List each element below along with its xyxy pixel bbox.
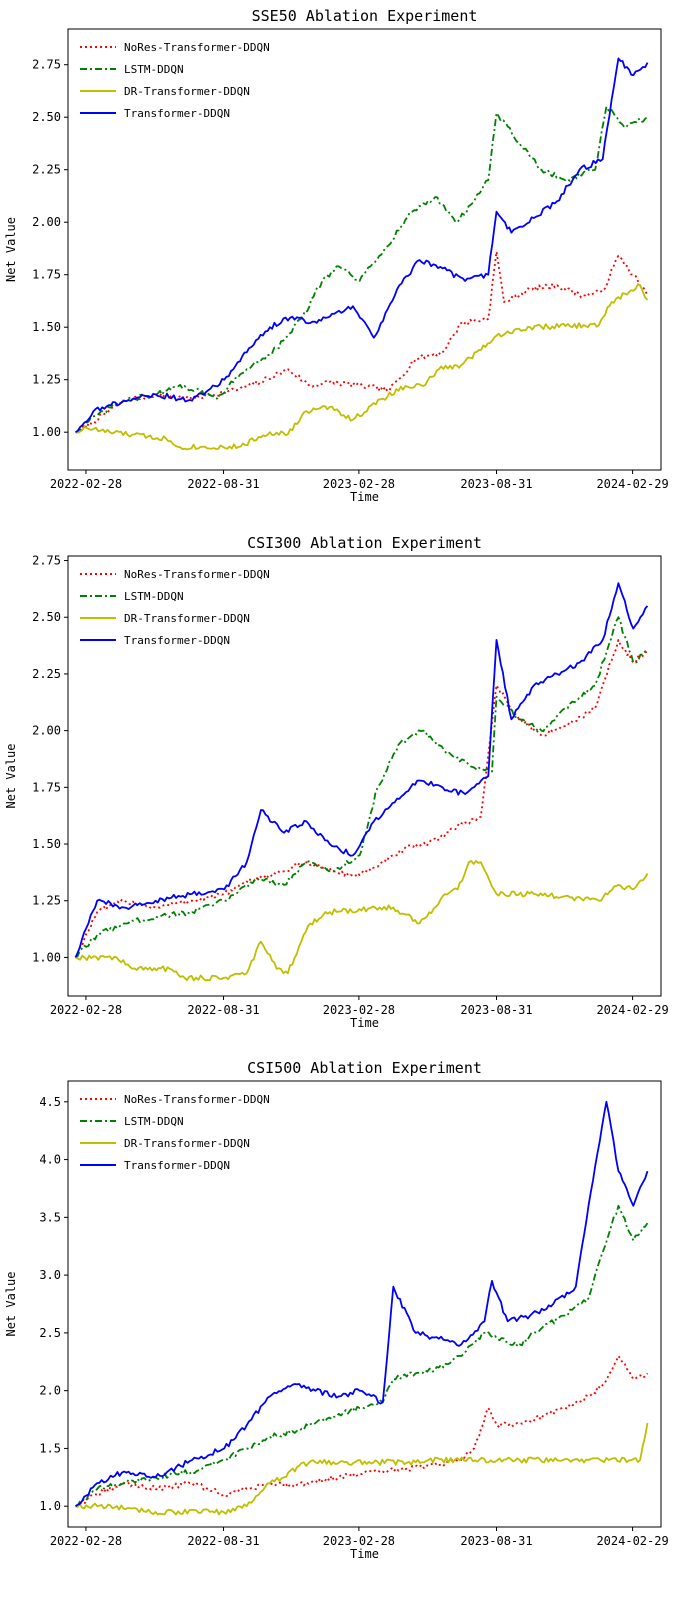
y-tick-label: 1.00: [32, 950, 61, 964]
y-tick-label: 2.25: [32, 667, 61, 681]
y-tick-label: 1.5: [39, 1441, 61, 1455]
x-tick-label: 2023-02-28: [323, 477, 395, 491]
legend-label: NoRes-Transformer-DDQN: [124, 1093, 270, 1106]
plot-frame: [67, 1080, 662, 1528]
chart-panel-2: CSI300 Ablation Experiment 1.00 1.25 1.50 1.…: [4, 534, 669, 1030]
series-line-2: [75, 616, 648, 959]
legend-label: DR-Transformer-DDQN: [124, 85, 250, 98]
legend: NoRes-Transformer-DDQN LSTM-DDQN DR-Transf…: [80, 568, 270, 647]
plot-frame: [67, 28, 662, 471]
y-tick-label: 1.25: [32, 373, 61, 387]
x-tick-label: 2022-02-28: [50, 1003, 122, 1017]
y-tick-label: 2.50: [32, 110, 61, 124]
x-tick-label: 2022-08-31: [187, 477, 259, 491]
legend-label: Transformer-DDQN: [124, 634, 230, 647]
series-line-1: [75, 1355, 649, 1508]
y-tick-label: 3.0: [39, 1268, 61, 1282]
y-tick-label: 2.75: [32, 554, 61, 568]
y-tick-label: 2.00: [32, 724, 61, 738]
y-axis-label: Net Value: [4, 743, 18, 808]
y-tick-label: 1.00: [32, 425, 61, 439]
series-lines: [75, 57, 649, 451]
x-tick-label: 2023-08-31: [460, 477, 532, 491]
x-axis-label: Time: [350, 1016, 379, 1030]
y-tick-label: 2.00: [32, 215, 61, 229]
series-line-2: [75, 105, 648, 434]
y-tick-label: 2.50: [32, 610, 61, 624]
series-line-3: [75, 1422, 649, 1516]
y-tick-label: 1.75: [32, 268, 61, 282]
series-line-2: [75, 1204, 649, 1508]
series-lines: [75, 1100, 649, 1516]
y-tick-label: 2.75: [32, 58, 61, 72]
x-tick-label: 2023-08-31: [460, 1534, 532, 1548]
legend-label: Transformer-DDQN: [124, 1159, 230, 1172]
y-tick-label: 4.0: [39, 1153, 61, 1167]
x-tick-label: 2023-02-28: [323, 1003, 395, 1017]
y-axis-label: Net Value: [4, 1271, 18, 1336]
x-tick-label: 2024-02-29: [596, 1534, 668, 1548]
chart-panel-3: CSI500 Ablation Experiment 1.0 1.5 2.0 2.5 3.…: [4, 1059, 669, 1561]
y-tick-label: 2.0: [39, 1384, 61, 1398]
y-tick-label: 1.0: [39, 1499, 61, 1513]
series-line-3: [75, 283, 649, 451]
legend-label: LSTM-DDQN: [124, 63, 184, 76]
x-axis-label: Time: [350, 490, 379, 504]
legend-label: DR-Transformer-DDQN: [124, 1137, 250, 1150]
chart-panel-1: SSE50 Ablation Experiment 1.00 1.25 1.50 1.7…: [4, 7, 669, 504]
chart-title: SSE50 Ablation Experiment: [252, 7, 478, 25]
legend-label: LSTM-DDQN: [124, 590, 184, 603]
legend-label: DR-Transformer-DDQN: [124, 612, 250, 625]
legend-label: NoRes-Transformer-DDQN: [124, 568, 270, 581]
x-tick-label: 2022-02-28: [50, 1534, 122, 1548]
y-axis-label: Net Value: [4, 217, 18, 282]
legend: NoRes-Transformer-DDQN LSTM-DDQN DR-Transf…: [80, 41, 270, 120]
x-tick-label: 2022-02-28: [50, 477, 122, 491]
legend-label: LSTM-DDQN: [124, 1115, 184, 1128]
x-tick-label: 2024-02-29: [596, 1003, 668, 1017]
x-tick-label: 2022-08-31: [187, 1534, 259, 1548]
legend-label: Transformer-DDQN: [124, 107, 230, 120]
x-tick-label: 2024-02-29: [596, 477, 668, 491]
x-tick-label: 2023-08-31: [460, 1003, 532, 1017]
x-axis-label: Time: [350, 1547, 379, 1561]
y-tick-label: 3.5: [39, 1210, 61, 1224]
y-tick-label: 1.50: [32, 320, 61, 334]
series-line-1: [74, 639, 648, 958]
y-tick-label: 1.75: [32, 780, 61, 794]
series-line-4: [74, 582, 649, 958]
plot-frame: [67, 555, 662, 997]
series-line-4: [75, 57, 649, 433]
series-line-4: [75, 1100, 649, 1507]
y-tick-label: 1.50: [32, 837, 61, 851]
chart-title: CSI300 Ablation Experiment: [247, 534, 482, 552]
series-line-3: [75, 860, 649, 982]
y-tick-label: 4.5: [39, 1095, 61, 1109]
y-tick-label: 2.25: [32, 163, 61, 177]
x-tick-label: 2023-02-28: [323, 1534, 395, 1548]
y-tick-label: 2.5: [39, 1326, 61, 1340]
legend-label: NoRes-Transformer-DDQN: [124, 41, 270, 54]
legend: NoRes-Transformer-DDQN LSTM-DDQN DR-Transf…: [80, 1093, 270, 1172]
y-tick-label: 1.25: [32, 894, 61, 908]
chart-title: CSI500 Ablation Experiment: [247, 1059, 482, 1077]
series-line-1: [75, 250, 649, 434]
x-tick-label: 2022-08-31: [187, 1003, 259, 1017]
series-lines: [74, 582, 649, 982]
